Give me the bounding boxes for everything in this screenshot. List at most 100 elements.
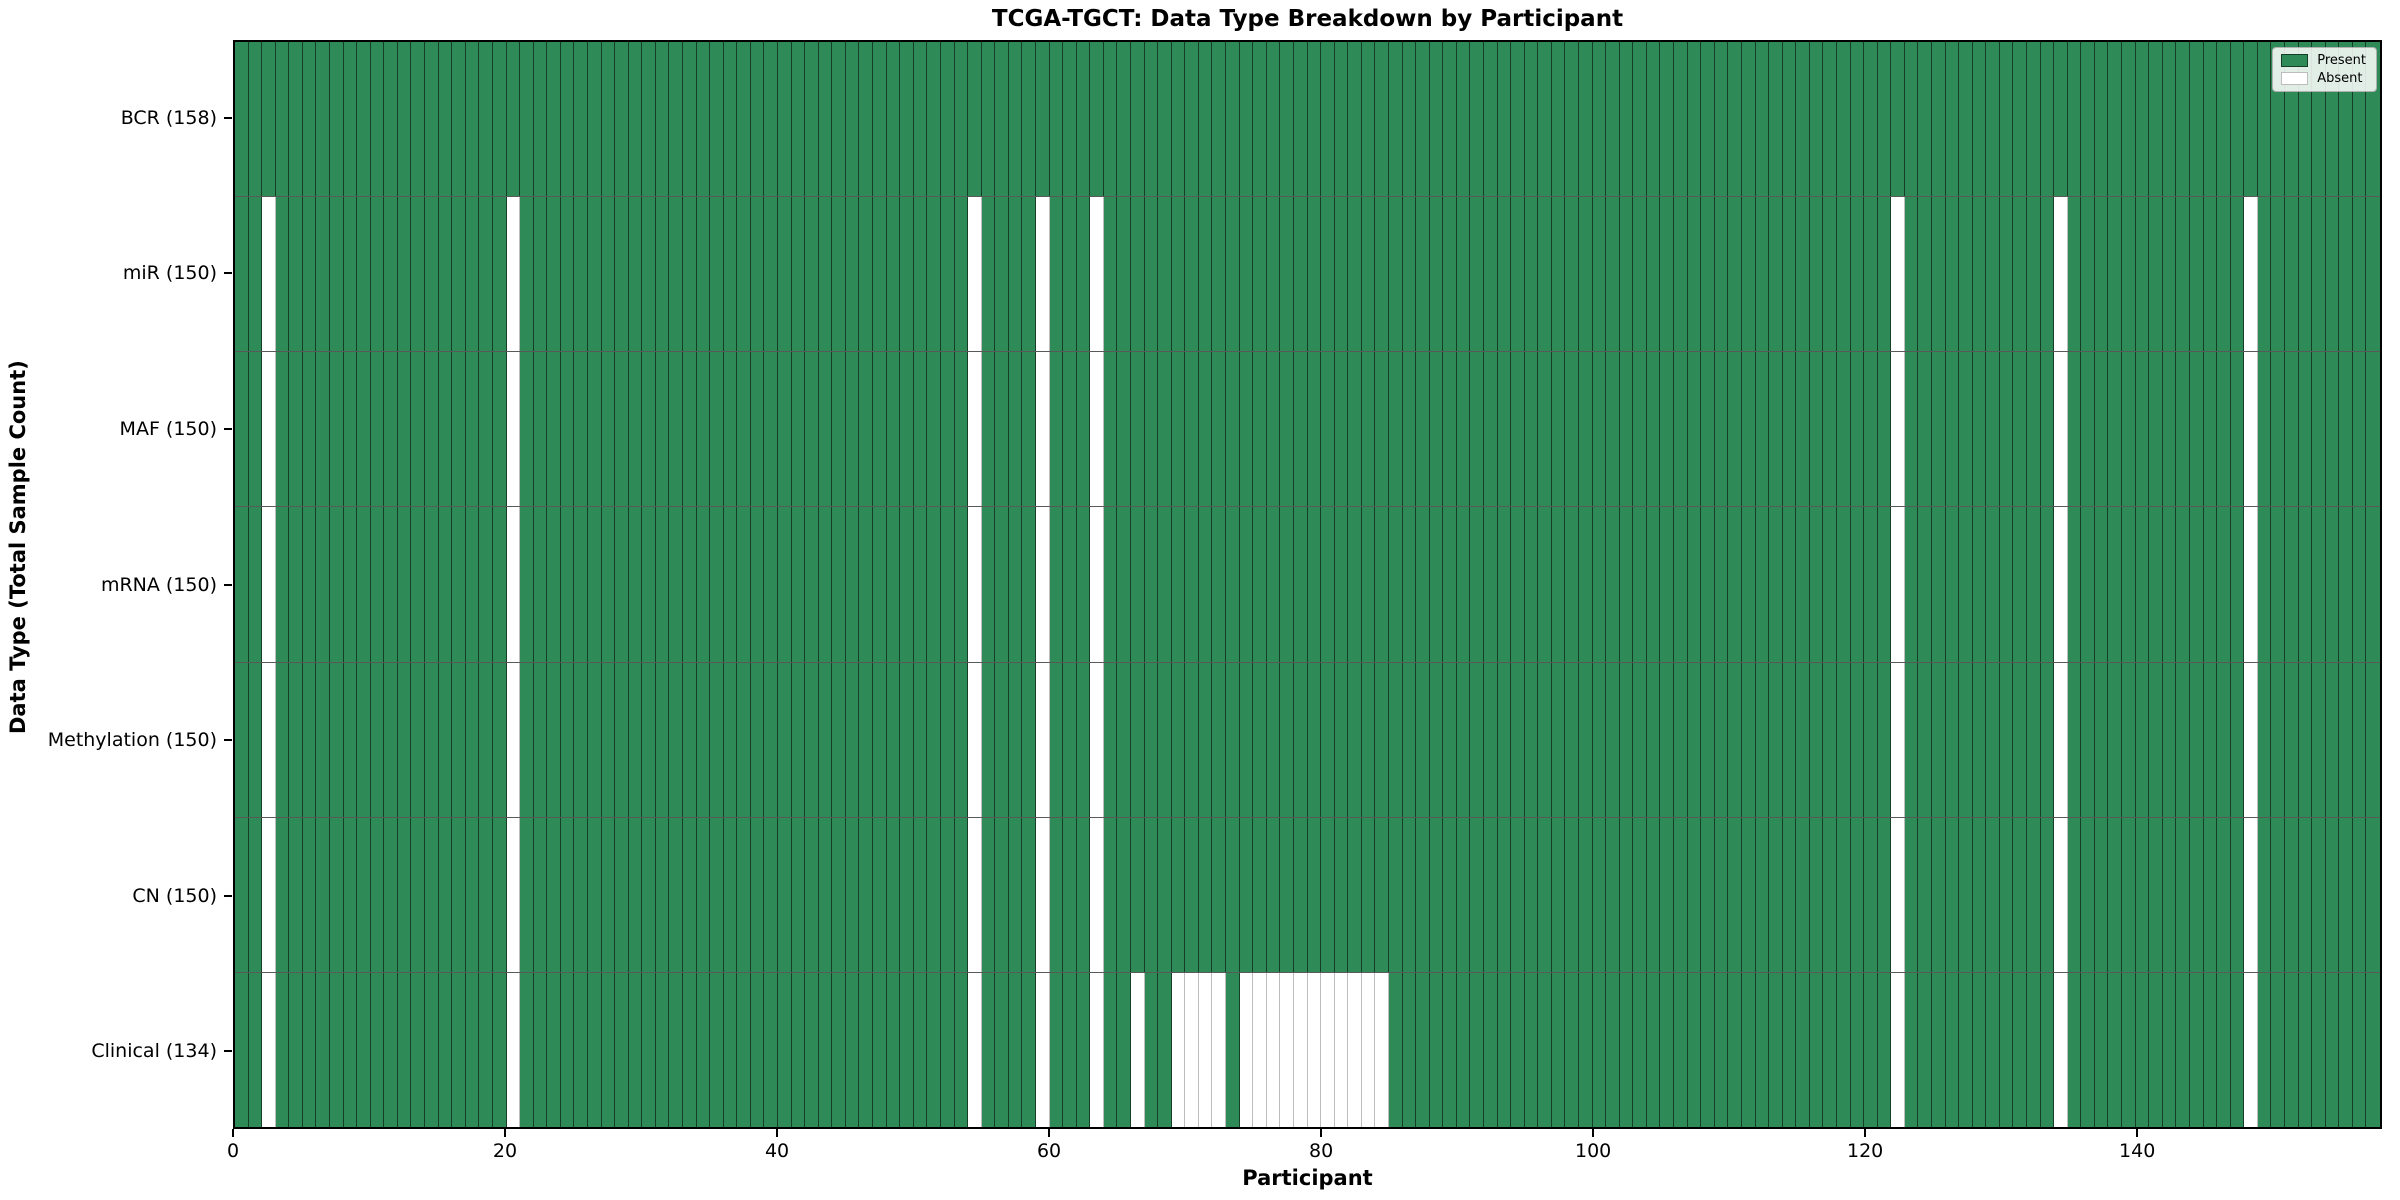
matrix-cell [818, 662, 833, 817]
matrix-cell [2366, 817, 2380, 972]
matrix-cell [1769, 507, 1783, 662]
matrix-cell [900, 972, 914, 1127]
matrix-cell [2244, 197, 2258, 352]
matrix-cell [1035, 197, 1050, 352]
matrix-cell [2325, 662, 2340, 817]
matrix-cell [1606, 507, 1620, 662]
matrix-cell [1931, 972, 1946, 1127]
matrix-cell [1755, 352, 1770, 507]
matrix-cell [1986, 507, 2000, 662]
matrix-cell [1456, 817, 1471, 972]
matrix-cell [805, 817, 819, 972]
matrix-cell [2339, 817, 2353, 972]
matrix-cell [1891, 42, 1905, 197]
matrix-cell [900, 197, 914, 352]
matrix-cell [2203, 197, 2218, 352]
matrix-cell [357, 817, 371, 972]
matrix-cell [520, 972, 534, 1127]
matrix-cell [1551, 197, 1566, 352]
matrix-cell [2176, 42, 2190, 197]
matrix-cell [343, 42, 358, 197]
x-tick-mark [1592, 1129, 1595, 1137]
matrix-cell [384, 352, 398, 507]
matrix-cell [2339, 197, 2353, 352]
matrix-cell [940, 352, 955, 507]
matrix-cell [262, 817, 276, 972]
chart-title: TCGA-TGCT: Data Type Breakdown by Partic… [991, 6, 1624, 32]
matrix-cell [465, 507, 480, 662]
matrix-cell [1266, 42, 1281, 197]
matrix-cell [778, 197, 792, 352]
matrix-cell [316, 507, 331, 662]
matrix-cell [1755, 817, 1770, 972]
matrix-cell [1035, 507, 1050, 662]
matrix-cell [1321, 507, 1335, 662]
matrix-cell [1959, 662, 1973, 817]
matrix-cell [1850, 662, 1865, 817]
matrix-cell [397, 42, 412, 197]
matrix-cell [737, 817, 751, 972]
matrix-cell [1022, 817, 1036, 972]
matrix-cell [1103, 197, 1118, 352]
matrix-cell [411, 42, 426, 197]
matrix-cell [1103, 507, 1118, 662]
matrix-cell [1470, 972, 1484, 1127]
matrix-cell [601, 662, 616, 817]
matrix-cell [1171, 352, 1186, 507]
matrix-cell [886, 197, 901, 352]
matrix-cell [1008, 662, 1023, 817]
matrix-cell [628, 42, 643, 197]
matrix-cell [859, 817, 874, 972]
matrix-cell [1646, 817, 1661, 972]
matrix-cell [1361, 352, 1376, 507]
matrix-cell [411, 352, 426, 507]
matrix-cell [764, 662, 779, 817]
matrix-cell [696, 197, 711, 352]
matrix-cell [2244, 42, 2258, 197]
matrix-cell [1321, 42, 1335, 197]
matrix-cell [2244, 662, 2258, 817]
matrix-cell [1579, 507, 1593, 662]
matrix-cell [2325, 352, 2340, 507]
matrix-cell [289, 42, 303, 197]
matrix-cell [791, 507, 806, 662]
matrix-cell [1035, 817, 1050, 972]
matrix-cell [1592, 972, 1607, 1127]
matrix-cell [1864, 352, 1878, 507]
matrix-cell [683, 662, 697, 817]
matrix-cell [1714, 662, 1729, 817]
matrix-cell [900, 507, 914, 662]
matrix-cell [683, 817, 697, 972]
matrix-cell [859, 42, 874, 197]
matrix-cell [248, 197, 263, 352]
matrix-cell [2135, 507, 2150, 662]
matrix-cell [2162, 972, 2177, 1127]
matrix-cell [968, 972, 982, 1127]
matrix-cell [2298, 817, 2313, 972]
matrix-cell [384, 42, 398, 197]
matrix-cell [1945, 662, 1960, 817]
matrix-cell [669, 352, 683, 507]
matrix-cell [479, 662, 493, 817]
matrix-cell [2189, 817, 2204, 972]
matrix-cell [723, 507, 738, 662]
matrix-cell [873, 662, 887, 817]
matrix-cell [384, 817, 398, 972]
matrix-cell [832, 817, 846, 972]
matrix-cell [1416, 197, 1430, 352]
matrix-cell [302, 817, 317, 972]
matrix-cell [1538, 352, 1552, 507]
matrix-cell [2162, 662, 2177, 817]
matrix-cell [1619, 817, 1634, 972]
matrix-cell [1565, 662, 1580, 817]
matrix-cell [1864, 662, 1878, 817]
matrix-cell [1456, 352, 1471, 507]
matrix-cell [750, 817, 765, 972]
matrix-cell [1769, 817, 1783, 972]
matrix-cell [262, 972, 276, 1127]
matrix-cell [275, 352, 290, 507]
matrix-cell [411, 197, 426, 352]
matrix-cell [2067, 972, 2082, 1127]
matrix-cell [818, 197, 833, 352]
matrix-cell [1470, 662, 1484, 817]
